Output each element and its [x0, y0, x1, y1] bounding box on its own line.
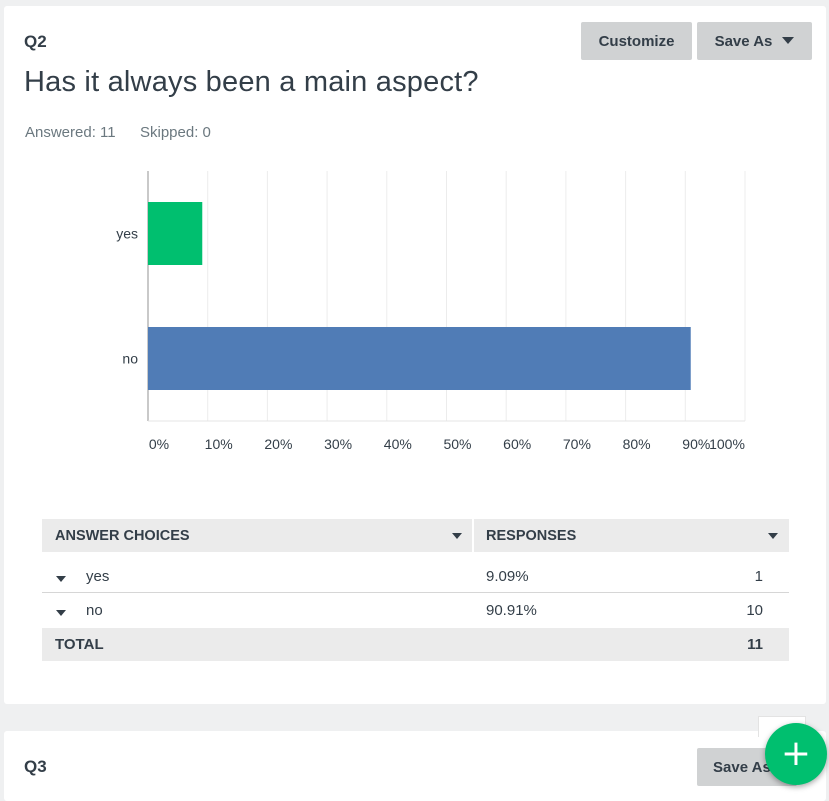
response-percent: 90.91%: [486, 602, 537, 619]
total-value: 11: [747, 636, 763, 653]
total-label: TOTAL: [55, 636, 104, 653]
x-tick-label: 70%: [563, 436, 591, 452]
response-count: 1: [754, 568, 763, 585]
sort-down-icon[interactable]: [768, 533, 778, 539]
customize-button[interactable]: Customize: [581, 22, 692, 60]
table-row: yes 9.09% 1: [42, 560, 789, 593]
x-tick-label: 90%: [682, 436, 710, 452]
chevron-down-icon: [782, 37, 794, 44]
save-as-button[interactable]: Save As: [697, 22, 812, 60]
x-tick-label: 40%: [384, 436, 412, 452]
table-total-row: TOTAL 11: [42, 628, 789, 661]
divider: [472, 519, 474, 552]
plus-icon[interactable]: +: [765, 723, 827, 785]
x-tick-label: 50%: [443, 436, 471, 452]
answered-count: Answered: 11: [25, 124, 116, 141]
x-tick-label: 20%: [264, 436, 292, 452]
question-number: Q2: [24, 32, 47, 51]
response-percent: 9.09%: [486, 568, 529, 585]
choice-label: no: [86, 602, 103, 619]
expand-icon[interactable]: [56, 576, 66, 582]
expand-icon[interactable]: [56, 610, 66, 616]
choice-label: yes: [86, 568, 110, 585]
category-label: yes: [116, 226, 138, 242]
question-title: Has it always been a main aspect?: [24, 66, 479, 98]
x-tick-label: 30%: [324, 436, 352, 452]
save-as-label: Save As: [714, 32, 773, 50]
skipped-count: Skipped: 0: [140, 124, 211, 141]
category-label: no: [122, 351, 138, 367]
x-tick-label: 10%: [205, 436, 233, 452]
table-row: no 90.91% 10: [42, 595, 789, 628]
x-tick-label: 80%: [623, 436, 651, 452]
x-tick-label: 0%: [149, 436, 169, 452]
question-card-q2: Q2 Customize Save As Has it always been …: [4, 6, 826, 704]
question-card-q3: Q3 Save As: [4, 731, 826, 801]
bar-no[interactable]: [148, 327, 691, 390]
table-header: ANSWER CHOICES RESPONSES: [42, 519, 789, 552]
question-number: Q3: [24, 757, 47, 776]
bar-yes[interactable]: [148, 202, 203, 265]
response-count: 10: [746, 602, 763, 619]
x-tick-label: 60%: [503, 436, 531, 452]
header-responses[interactable]: RESPONSES: [486, 527, 577, 544]
bar-chart: 0% 10% 20% 30% 40% 50% 60% 70% 80% 90%100% yes no: [116, 171, 746, 452]
x-tick-label: 100%: [709, 436, 745, 452]
sort-down-icon[interactable]: [452, 533, 462, 539]
header-answer-choices[interactable]: ANSWER CHOICES: [55, 527, 190, 544]
